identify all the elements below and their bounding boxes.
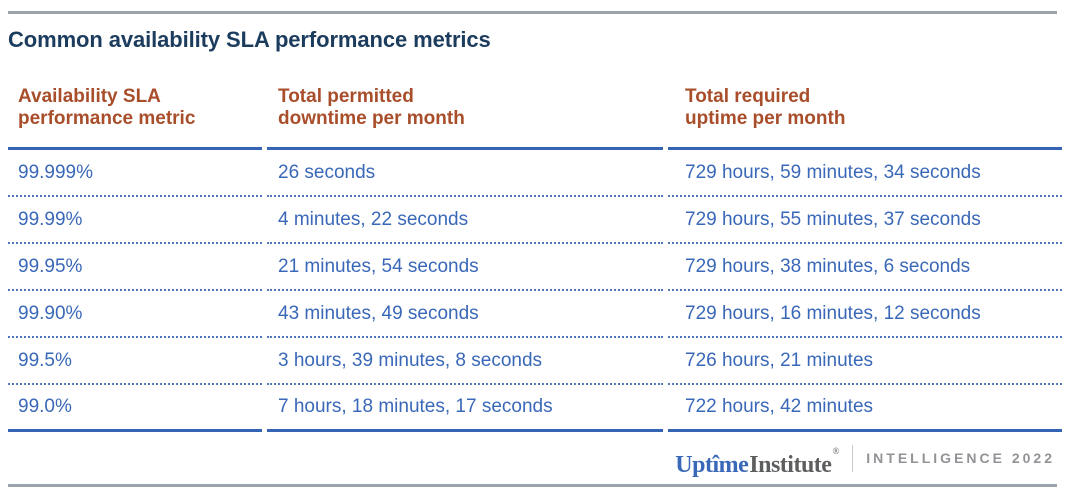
table-cell-metric: 99.999%	[8, 150, 262, 197]
column-header-availability-metric: Availability SLA performance metric	[8, 53, 262, 150]
top-rule	[8, 11, 1057, 14]
table-cell-downtime: 43 minutes, 49 seconds	[267, 291, 663, 338]
table-cell-metric: 99.5%	[8, 338, 262, 385]
table-cell-metric: 99.90%	[8, 291, 262, 338]
footer-divider	[852, 444, 854, 472]
table-cell-uptime: 722 hours, 42 minutes	[668, 385, 1062, 432]
table-cell-uptime: 726 hours, 21 minutes	[668, 338, 1062, 385]
uptime-institute-logo: UptîmeInstitute®	[675, 439, 839, 477]
page-title: Common availability SLA performance metr…	[8, 27, 491, 52]
table-cell-metric: 99.95%	[8, 244, 262, 291]
table-cell-metric: 99.0%	[8, 385, 262, 432]
table-cell-uptime: 729 hours, 16 minutes, 12 seconds	[668, 291, 1062, 338]
table-cell-downtime: 26 seconds	[267, 150, 663, 197]
bottom-rule	[8, 484, 1057, 487]
logo-uptime-text: Uptîme	[675, 452, 749, 478]
logo-institute-text: Institute	[749, 452, 832, 478]
table-cell-uptime: 729 hours, 59 minutes, 34 seconds	[668, 150, 1062, 197]
intelligence-2022-label: INTELLIGENCE 2022	[866, 450, 1055, 466]
table-cell-downtime: 3 hours, 39 minutes, 8 seconds	[267, 338, 663, 385]
table-cell-uptime: 729 hours, 55 minutes, 37 seconds	[668, 197, 1062, 244]
sla-table: Availability SLA performance metric Tota…	[8, 53, 1062, 432]
table-cell-downtime: 4 minutes, 22 seconds	[267, 197, 663, 244]
table-cell-metric: 99.99%	[8, 197, 262, 244]
column-header-permitted-downtime: Total permitted downtime per month	[267, 53, 663, 150]
figure-content: Common availability SLA performance metr…	[8, 11, 1062, 487]
column-header-required-uptime: Total required uptime per month	[668, 53, 1062, 150]
table-cell-uptime: 729 hours, 38 minutes, 6 seconds	[668, 244, 1062, 291]
footer: UptîmeInstitute® INTELLIGENCE 2022	[8, 432, 1057, 484]
table-cell-downtime: 21 minutes, 54 seconds	[267, 244, 663, 291]
table-cell-downtime: 7 hours, 18 minutes, 17 seconds	[267, 385, 663, 432]
registered-trademark-symbol: ®	[832, 446, 840, 456]
